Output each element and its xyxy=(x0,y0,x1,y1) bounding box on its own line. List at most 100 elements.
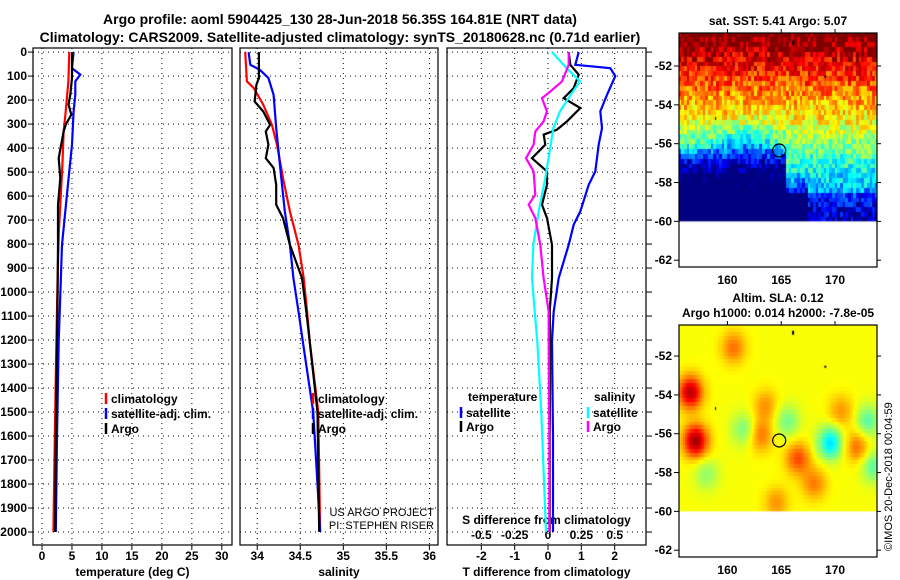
sla-map-subtitle: Argo h1000: 0.014 h2000: -7.8e-05 xyxy=(682,306,874,320)
series-line-temperature-argo xyxy=(530,51,583,532)
x-tick-label: 15 xyxy=(125,549,139,563)
lat-tick-label: -54 xyxy=(655,388,673,402)
y-tick-label: 1400 xyxy=(0,381,27,395)
x-axis-label: T difference from climatology xyxy=(462,565,630,579)
x-tick-label: 30 xyxy=(215,549,229,563)
x-tick-label: 5 xyxy=(69,549,76,563)
x-tick-label: 34 xyxy=(251,549,265,563)
lat-tick-label: -54 xyxy=(655,98,673,112)
x-tick-label: 0 xyxy=(545,549,552,563)
sla-map-title: Altim. SLA: 0.12 xyxy=(732,291,824,305)
y-tick-label: 1300 xyxy=(0,357,27,371)
map-frame xyxy=(678,324,878,558)
y-tick-label: 900 xyxy=(7,261,27,275)
x-tick-label: 2 xyxy=(611,549,618,563)
s-diff-tick-label: -0.5 xyxy=(471,528,492,542)
lat-tick-label: -62 xyxy=(655,253,673,267)
series-line-salinity-satellite xyxy=(530,51,582,533)
lat-tick-label: -56 xyxy=(655,427,673,441)
x-tick-label: 34.5 xyxy=(289,549,313,563)
series-line-temperature-satellite xyxy=(550,51,617,532)
project-credit: US ARGO PROJECT xyxy=(329,507,434,519)
y-tick-label: 500 xyxy=(7,165,27,179)
map-frame xyxy=(678,32,878,268)
y-tick-label: 400 xyxy=(7,141,27,155)
x-tick-label: 35.5 xyxy=(375,549,399,563)
y-tick-label: 200 xyxy=(7,93,27,107)
lon-tick-label: 165 xyxy=(771,563,791,577)
s-diff-tick-label: 0.25 xyxy=(570,528,594,542)
pi-credit: PI: STEPHEN RISER xyxy=(329,520,434,532)
figure-title-line1: Argo profile: aoml 5904425_130 28-Jun-20… xyxy=(103,11,577,27)
legend-label: Argo xyxy=(318,422,346,436)
lon-tick-label: 160 xyxy=(717,273,737,287)
y-tick-label: 0 xyxy=(20,45,27,59)
lat-tick-label: -56 xyxy=(655,137,673,151)
x-tick-label: 35 xyxy=(337,549,351,563)
sla-map-image xyxy=(679,325,877,557)
y-tick-label: 1000 xyxy=(0,285,27,299)
legend-label: climatology xyxy=(111,392,178,406)
legend-label: climatology xyxy=(318,392,385,406)
imos-timestamp: ©IMOS 20-Dec-2018 00:04:59 xyxy=(883,402,895,551)
x-tick-label: 1 xyxy=(578,549,585,563)
legend-label: Argo xyxy=(111,422,139,436)
legend-label: Argo xyxy=(466,420,494,434)
float-position-marker xyxy=(772,143,787,158)
lat-tick-label: -52 xyxy=(655,349,673,363)
y-tick-label: 100 xyxy=(7,69,27,83)
series-line-satellite-adj-clim- xyxy=(54,51,82,533)
lon-tick-label: 165 xyxy=(771,273,791,287)
legend-temperature-heading: temperature xyxy=(468,390,538,404)
y-tick-label: 1700 xyxy=(0,453,27,467)
y-tick-label: 300 xyxy=(7,117,27,131)
y-tick-label: 2000 xyxy=(0,525,27,539)
y-tick-label: 1800 xyxy=(0,477,27,491)
s-diff-axis-label: S difference from climatology xyxy=(462,513,631,527)
y-tick-label: 1900 xyxy=(0,501,27,515)
x-tick-label: -2 xyxy=(476,549,487,563)
legend-label: Argo xyxy=(593,420,621,434)
panel-frame xyxy=(239,47,439,546)
lon-tick-label: 170 xyxy=(825,563,845,577)
x-tick-label: 20 xyxy=(155,549,169,563)
x-axis-label: temperature (deg C) xyxy=(75,565,189,579)
y-tick-label: 700 xyxy=(7,213,27,227)
series-line-argo xyxy=(253,52,321,533)
legend-label: satellite-adj. clim. xyxy=(318,407,418,421)
s-diff-tick-label: 0.5 xyxy=(606,528,623,542)
legend-label: satellite xyxy=(466,406,511,420)
x-tick-label: -1 xyxy=(509,549,520,563)
x-tick-label: 0 xyxy=(39,549,46,563)
x-tick-label: 10 xyxy=(95,549,109,563)
y-tick-label: 600 xyxy=(7,189,27,203)
s-diff-tick-label: -0.25 xyxy=(501,528,529,542)
x-axis-label: salinity xyxy=(318,565,360,579)
lat-tick-label: -52 xyxy=(655,59,673,73)
y-tick-label: 1600 xyxy=(0,429,27,443)
lon-tick-label: 170 xyxy=(825,273,845,287)
x-tick-label: 36 xyxy=(423,549,437,563)
y-tick-label: 1200 xyxy=(0,333,27,347)
y-tick-label: 800 xyxy=(7,237,27,251)
series-line-salinity-argo xyxy=(524,52,570,532)
series-line-argo xyxy=(54,52,74,533)
panel-frame xyxy=(32,47,233,546)
y-tick-label: 1500 xyxy=(0,405,27,419)
float-position-marker xyxy=(772,433,787,448)
figure-title-line2: Climatology: CARS2009. Satellite-adjuste… xyxy=(40,29,641,45)
lat-tick-label: -60 xyxy=(655,504,673,518)
s-diff-tick-label: 0 xyxy=(545,528,552,542)
series-line-climatology xyxy=(244,52,322,533)
y-tick-label: 1100 xyxy=(1,309,27,323)
panel-frame xyxy=(446,47,647,546)
lat-tick-label: -60 xyxy=(655,214,673,228)
lat-tick-label: -58 xyxy=(655,176,673,190)
x-tick-label: 25 xyxy=(185,549,199,563)
legend-salinity-heading: salinity xyxy=(594,390,636,404)
lat-tick-label: -58 xyxy=(655,466,673,480)
lat-tick-label: -62 xyxy=(655,543,673,557)
lon-tick-label: 160 xyxy=(717,563,737,577)
series-line-satellite-adj-clim- xyxy=(247,51,322,533)
